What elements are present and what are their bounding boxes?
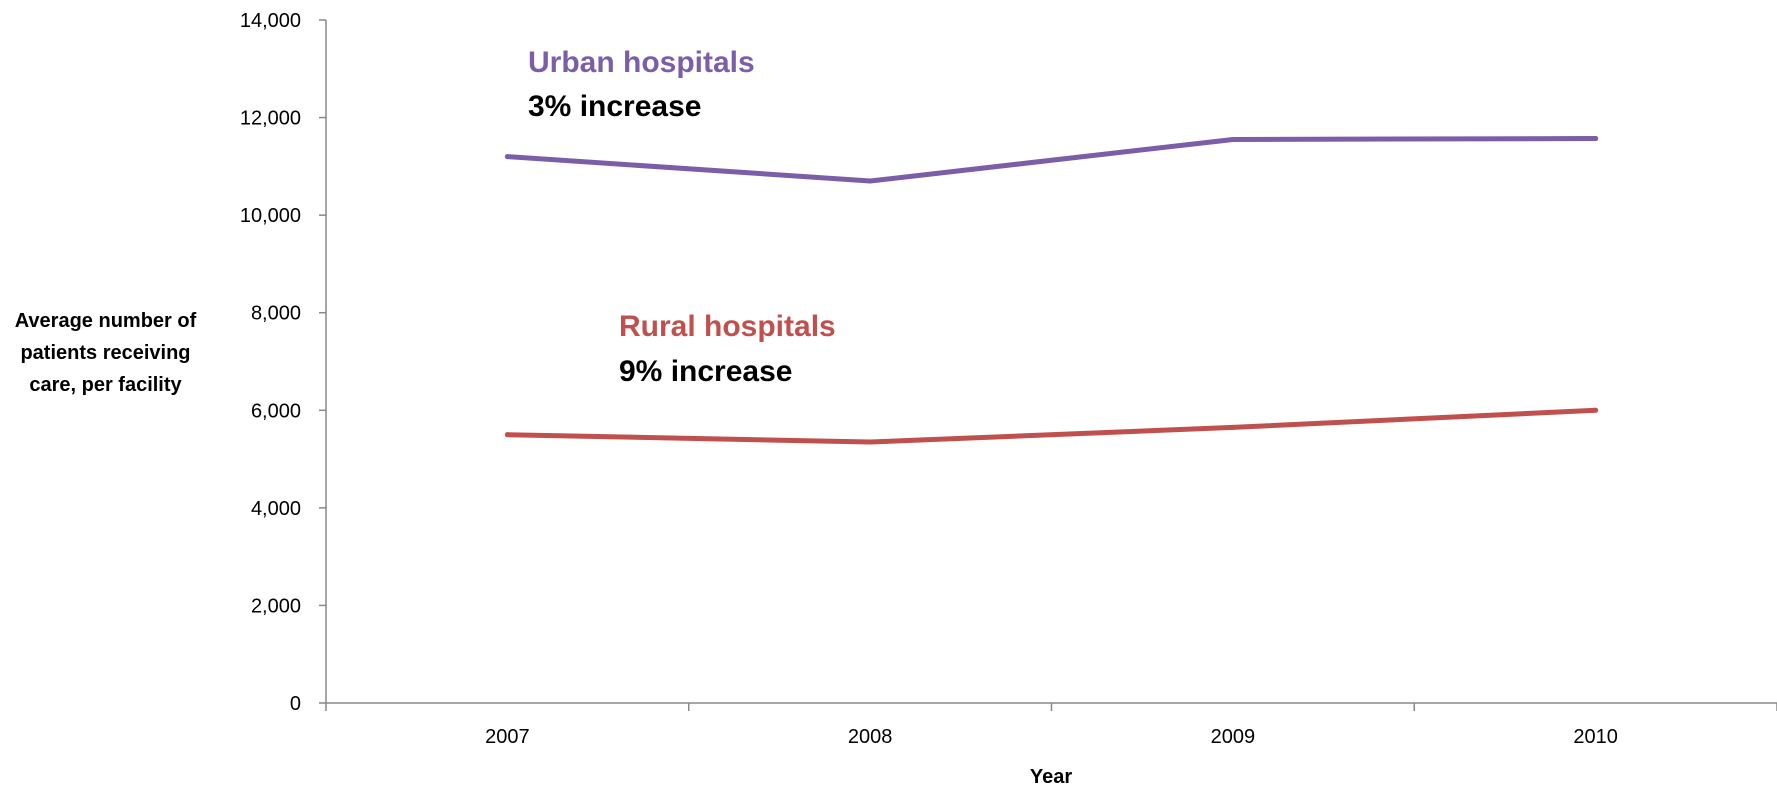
urban-series-line (504, 136, 1599, 184)
urban-data-point (867, 178, 873, 184)
y-tick-label: 12,000 (240, 108, 301, 130)
x-tick-label: 2010 (1573, 726, 1618, 748)
y-tick-label: 10,000 (240, 205, 301, 227)
urban-annotation: Urban hospitals 3% increase (528, 46, 755, 123)
y-tick-label: 2,000 (251, 595, 301, 617)
rural-data-point (504, 432, 510, 438)
x-tick-label: 2008 (848, 726, 893, 748)
y-tick-label: 0 (290, 693, 301, 715)
urban-data-point (1593, 136, 1599, 142)
y-tick-label: 6,000 (251, 400, 301, 422)
rural-data-point (1593, 407, 1599, 413)
x-tick-label: 2007 (485, 726, 530, 748)
y-tick-label: 14,000 (240, 10, 301, 32)
y-tick-label: 4,000 (251, 498, 301, 520)
x-axis-title: Year (1030, 766, 1072, 788)
rural-data-point (1230, 424, 1236, 430)
rural-series-label: Rural hospitals (619, 310, 836, 343)
rural-data-point (867, 439, 873, 445)
series-layer (504, 136, 1599, 445)
x-tick-label: 2009 (1211, 726, 1256, 748)
y-tick-label: 8,000 (251, 303, 301, 325)
urban-data-point (504, 154, 510, 160)
rural-series-line (504, 407, 1599, 445)
urban-data-point (1230, 137, 1236, 143)
y-axis: 0 2,000 4,000 6,000 8,000 10,000 12,000 14,000 (240, 10, 327, 715)
rural-change-label: 9% increase (619, 355, 792, 388)
rural-annotation: Rural hospitals 9% increase (619, 310, 836, 388)
urban-change-label: 3% increase (528, 90, 701, 123)
y-axis-title: Average number of patients receiving car… (14, 310, 197, 396)
urban-series-label: Urban hospitals (528, 46, 755, 79)
x-axis: 2007 2008 2009 2010 (325, 702, 1777, 748)
